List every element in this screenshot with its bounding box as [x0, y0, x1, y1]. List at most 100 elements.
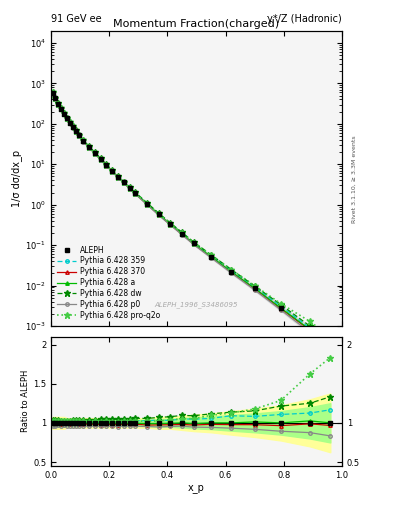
ALEPH	[73, 128, 78, 134]
Pythia 6.428 pro-q2o	[133, 190, 138, 196]
Pythia 6.428 359	[191, 240, 196, 246]
Pythia 6.428 pro-q2o	[65, 115, 70, 121]
Text: ALEPH_1996_S3486095: ALEPH_1996_S3486095	[155, 302, 238, 308]
Pythia 6.428 dw	[229, 266, 234, 272]
Pythia 6.428 370	[180, 231, 184, 238]
Line: Pythia 6.428 p0: Pythia 6.428 p0	[53, 94, 330, 350]
Pythia 6.428 359	[127, 184, 132, 190]
Legend: ALEPH, Pythia 6.428 359, Pythia 6.428 370, Pythia 6.428 a, Pythia 6.428 dw, Pyth: ALEPH, Pythia 6.428 359, Pythia 6.428 37…	[55, 243, 163, 322]
Pythia 6.428 a	[328, 344, 332, 350]
Pythia 6.428 pro-q2o	[92, 150, 97, 156]
Line: Pythia 6.428 a: Pythia 6.428 a	[53, 93, 330, 347]
Pythia 6.428 370	[229, 269, 234, 275]
ALEPH	[209, 253, 213, 260]
Pythia 6.428 370	[127, 185, 132, 191]
Pythia 6.428 359	[121, 179, 126, 185]
Pythia 6.428 p0	[92, 151, 97, 157]
Pythia 6.428 p0	[209, 254, 213, 261]
Text: 91 GeV ee: 91 GeV ee	[51, 14, 102, 25]
ALEPH	[104, 162, 109, 168]
Pythia 6.428 370	[110, 168, 114, 175]
Pythia 6.428 370	[50, 90, 55, 96]
ALEPH	[71, 124, 75, 130]
Pythia 6.428 359	[62, 111, 66, 117]
Pythia 6.428 pro-q2o	[308, 318, 312, 325]
Pythia 6.428 dw	[76, 132, 81, 138]
ALEPH	[168, 221, 173, 227]
Pythia 6.428 dw	[121, 179, 126, 185]
Pythia 6.428 370	[308, 327, 312, 333]
ALEPH	[156, 211, 161, 218]
Pythia 6.428 p0	[104, 163, 109, 169]
Pythia 6.428 pro-q2o	[121, 179, 126, 185]
Pythia 6.428 359	[116, 174, 120, 180]
Pythia 6.428 p0	[81, 138, 85, 144]
Line: ALEPH: ALEPH	[50, 91, 333, 350]
Pythia 6.428 a	[59, 105, 64, 112]
Pythia 6.428 dw	[68, 119, 72, 125]
ALEPH	[59, 105, 64, 112]
Pythia 6.428 359	[73, 128, 78, 134]
Pythia 6.428 pro-q2o	[50, 90, 55, 96]
Pythia 6.428 dw	[168, 220, 173, 226]
Pythia 6.428 370	[98, 156, 103, 162]
Pythia 6.428 359	[81, 138, 85, 144]
Pythia 6.428 dw	[191, 239, 196, 245]
Pythia 6.428 a	[168, 221, 173, 227]
Pythia 6.428 370	[116, 174, 120, 180]
Pythia 6.428 p0	[133, 191, 138, 197]
Pythia 6.428 a	[252, 285, 257, 291]
Pythia 6.428 dw	[71, 123, 75, 130]
Pythia 6.428 370	[59, 106, 64, 112]
Pythia 6.428 a	[86, 144, 91, 150]
Pythia 6.428 a	[156, 211, 161, 218]
Pythia 6.428 dw	[279, 302, 283, 308]
Pythia 6.428 a	[180, 231, 184, 237]
ALEPH	[121, 179, 126, 185]
Pythia 6.428 359	[86, 143, 91, 150]
Pythia 6.428 359	[92, 150, 97, 156]
Pythia 6.428 dw	[92, 149, 97, 155]
Pythia 6.428 dw	[145, 200, 149, 206]
ALEPH	[81, 138, 85, 144]
Pythia 6.428 a	[65, 115, 70, 121]
Pythia 6.428 p0	[168, 222, 173, 228]
Pythia 6.428 pro-q2o	[56, 100, 61, 106]
Line: Pythia 6.428 dw: Pythia 6.428 dw	[53, 92, 330, 342]
Pythia 6.428 pro-q2o	[279, 301, 283, 307]
Pythia 6.428 p0	[121, 180, 126, 186]
ALEPH	[180, 231, 184, 237]
Pythia 6.428 a	[308, 327, 312, 333]
Pythia 6.428 370	[76, 133, 81, 139]
Pythia 6.428 359	[328, 342, 332, 348]
Pythia 6.428 p0	[98, 157, 103, 163]
Pythia 6.428 dw	[59, 105, 64, 111]
Pythia 6.428 pro-q2o	[252, 283, 257, 289]
Pythia 6.428 359	[59, 105, 64, 112]
Pythia 6.428 pro-q2o	[191, 240, 196, 246]
Pythia 6.428 370	[65, 115, 70, 121]
Pythia 6.428 p0	[116, 175, 120, 181]
ALEPH	[279, 305, 283, 311]
Pythia 6.428 p0	[191, 242, 196, 248]
Pythia 6.428 359	[168, 221, 173, 227]
Pythia 6.428 p0	[127, 186, 132, 192]
Pythia 6.428 a	[98, 156, 103, 162]
Pythia 6.428 p0	[62, 111, 66, 117]
Pythia 6.428 dw	[180, 229, 184, 236]
Pythia 6.428 p0	[308, 329, 312, 335]
ALEPH	[127, 185, 132, 191]
Pythia 6.428 p0	[71, 124, 75, 131]
Pythia 6.428 dw	[86, 143, 91, 149]
Pythia 6.428 359	[229, 267, 234, 273]
Pythia 6.428 p0	[73, 129, 78, 135]
Pythia 6.428 p0	[76, 133, 81, 139]
ALEPH	[68, 119, 72, 125]
Pythia 6.428 p0	[279, 307, 283, 313]
Pythia 6.428 a	[50, 90, 55, 96]
Pythia 6.428 370	[56, 101, 61, 107]
ALEPH	[86, 144, 91, 150]
Pythia 6.428 dw	[81, 137, 85, 143]
Y-axis label: 1/σ dσ/dx_p: 1/σ dσ/dx_p	[11, 150, 22, 207]
Pythia 6.428 pro-q2o	[328, 333, 332, 339]
